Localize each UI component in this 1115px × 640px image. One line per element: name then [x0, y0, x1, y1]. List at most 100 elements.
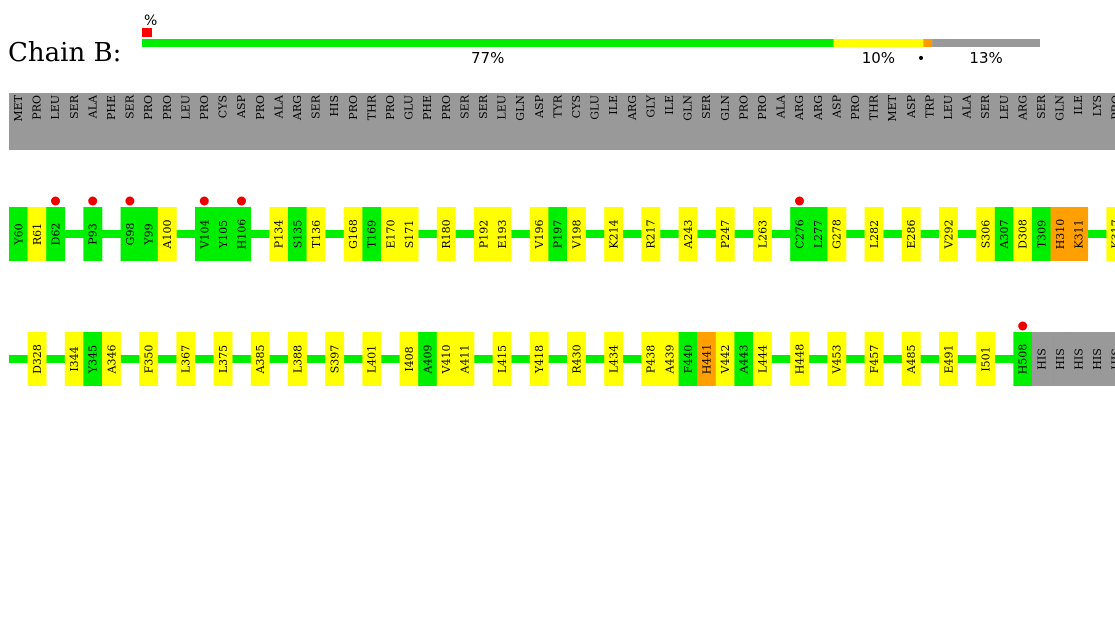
residue-box [678, 332, 698, 386]
residue-label: A439 [663, 345, 676, 375]
residue-box [139, 207, 159, 261]
residue-box [1069, 207, 1089, 261]
residue-label: L415 [496, 345, 509, 373]
header-residue-label: LEU [496, 95, 509, 120]
residue-box [939, 207, 958, 261]
residue-label: P438 [645, 345, 658, 373]
residue-label: V453 [831, 345, 844, 375]
residue-label: A443 [738, 345, 751, 375]
header-residue-label: MET [12, 94, 25, 121]
header-background [9, 93, 1115, 150]
residue-label: F457 [868, 345, 881, 374]
residue-box [362, 332, 382, 386]
residue-label: T136 [310, 220, 323, 248]
header-residue-label: ILE [607, 95, 620, 115]
header-residue-label: SER [310, 94, 323, 119]
quality-segment-label: 13% [969, 49, 1002, 67]
residue-label: E286 [905, 219, 918, 248]
residue-box [790, 332, 810, 386]
header-residue-label: SER [700, 94, 713, 119]
header-residue-label: SER [477, 94, 490, 119]
residue-box [1013, 332, 1033, 386]
residue-box [1106, 332, 1115, 386]
residue-label: V292 [942, 220, 955, 250]
residue-box [1106, 207, 1115, 261]
residue-label: L375 [217, 345, 230, 373]
header-residue-label: PRO [849, 95, 862, 120]
residue-label: R180 [440, 219, 453, 248]
residue-label: S397 [329, 345, 342, 374]
residue-box [976, 207, 996, 261]
header-residue-label: PRO [198, 95, 211, 120]
header-residue-label: ARG [812, 95, 825, 121]
header-residue-label: ILE [663, 95, 676, 115]
residue-label: L388 [291, 345, 304, 373]
residue-box [604, 207, 624, 261]
header-residue-label: ASP [235, 94, 248, 118]
header-residue-label: SER [979, 94, 992, 119]
residue-row-1: Y60 R61 D62 P93 G98 Y99 A100 V104 Y105 H106 P134 S1… [9, 196, 1115, 261]
residue-label: A485 [905, 345, 918, 375]
residue-label: HIS [1035, 348, 1048, 369]
residue-box [306, 207, 326, 261]
header-residue-label: LYS [1091, 95, 1104, 116]
residue-box [678, 207, 698, 261]
residue-box [492, 207, 512, 261]
residue-label: H448 [794, 344, 807, 375]
residue-label: A409 [422, 345, 435, 375]
residue-label: F440 [682, 345, 695, 374]
residue-box [157, 207, 177, 261]
header-residue-label: PRO [756, 95, 769, 120]
header-residue-label: GLN [1054, 95, 1067, 121]
residue-label: P192 [477, 220, 490, 248]
residue-label: A411 [459, 345, 472, 375]
residue-box [715, 332, 735, 386]
residue-box [288, 207, 307, 261]
residue-label: K311 [1073, 219, 1086, 248]
quality-segment [833, 39, 924, 47]
residue-label: S135 [291, 220, 304, 249]
residue-box [232, 207, 252, 261]
header-residue-label: SER [458, 94, 471, 119]
residue-box [808, 207, 828, 261]
header-residue-label: PRO [31, 95, 44, 120]
residue-label: R61 [31, 223, 44, 245]
residue-label: HIS [1054, 348, 1067, 369]
header-residue-label: ASP [905, 94, 918, 118]
residue-box [9, 207, 28, 261]
residue-label: Y99 [143, 223, 156, 245]
residue-label: A385 [254, 345, 267, 375]
residue-label: H441 [701, 344, 714, 375]
header-residue-label: LEU [179, 95, 192, 120]
header-residue-label: ARG [1016, 95, 1029, 121]
outlier-dot [88, 196, 98, 206]
header-residue-label: ILE [1072, 95, 1085, 115]
residue-label: E193 [496, 219, 509, 248]
residue-box [790, 207, 810, 261]
header-residue-label: GLY [644, 94, 657, 117]
residue-box [213, 207, 233, 261]
residue-box [660, 332, 679, 386]
residue-label: D62 [50, 223, 63, 246]
residue-label: HIS [1110, 348, 1115, 369]
residue-label: H106 [236, 219, 249, 250]
residue-box [176, 332, 196, 386]
outlier-dot [125, 196, 135, 206]
residue-label: A307 [998, 220, 1011, 250]
quality-segment [932, 39, 1040, 47]
quality-top-label: % [144, 13, 157, 29]
residue-label: P134 [273, 220, 286, 248]
header-residue-label: TYR [551, 94, 564, 118]
outlier-dot [199, 196, 209, 206]
residue-box [139, 332, 159, 386]
residue-box [548, 207, 568, 261]
residue-box [567, 207, 586, 261]
header-residue-label: ARG [291, 95, 304, 121]
header-residue-label: TRP [923, 94, 936, 118]
residue-box [827, 332, 847, 386]
header-residue-label: PRO [347, 95, 360, 120]
residue-label: V198 [570, 220, 583, 250]
header-residue-label: PRO [440, 95, 453, 120]
residue-label: L434 [608, 345, 621, 373]
residue-label: Y105 [217, 220, 230, 249]
